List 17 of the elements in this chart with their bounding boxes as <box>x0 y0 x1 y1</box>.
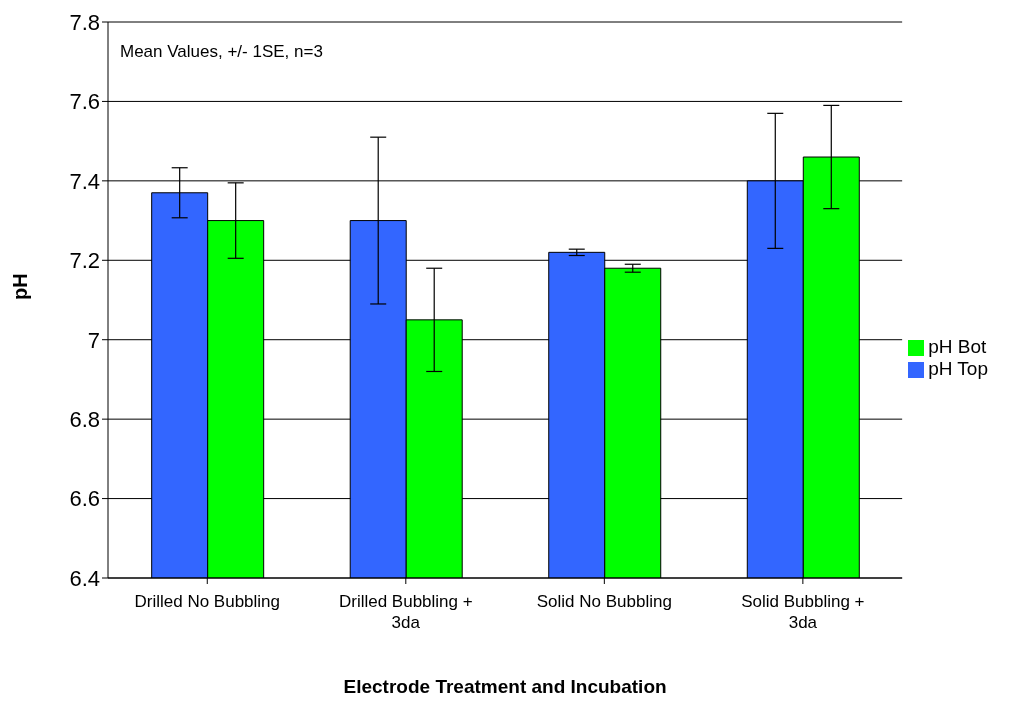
y-tick-label: 7.6 <box>69 89 100 115</box>
y-tick-label: 7.2 <box>69 248 100 274</box>
y-tick-label: 7.4 <box>69 168 100 194</box>
y-tick-label: 7.8 <box>69 9 100 35</box>
y-tick-label: 6.8 <box>69 406 100 432</box>
y-tick-label: 7 <box>87 327 100 353</box>
x-axis-title: Electrode Treatment and Incubation <box>343 676 667 697</box>
y-tick-label: 6.4 <box>69 565 100 591</box>
annotation: Mean Values, +/- 1SE, n=3 <box>120 42 323 62</box>
x-tick-label: Drilled Bubbling + 3da <box>338 592 473 632</box>
x-tick-label: Solid Bubbling + 3da <box>741 592 865 632</box>
y-axis-title: pH <box>9 273 32 300</box>
legend-label: pH Top <box>928 358 988 379</box>
legend-label: pH Bot <box>928 336 987 357</box>
y-tick-label: 6.6 <box>69 486 100 512</box>
x-tick-label: Solid No Bubbling <box>536 592 672 612</box>
x-tick-label: Drilled No Bubbling <box>134 592 281 612</box>
